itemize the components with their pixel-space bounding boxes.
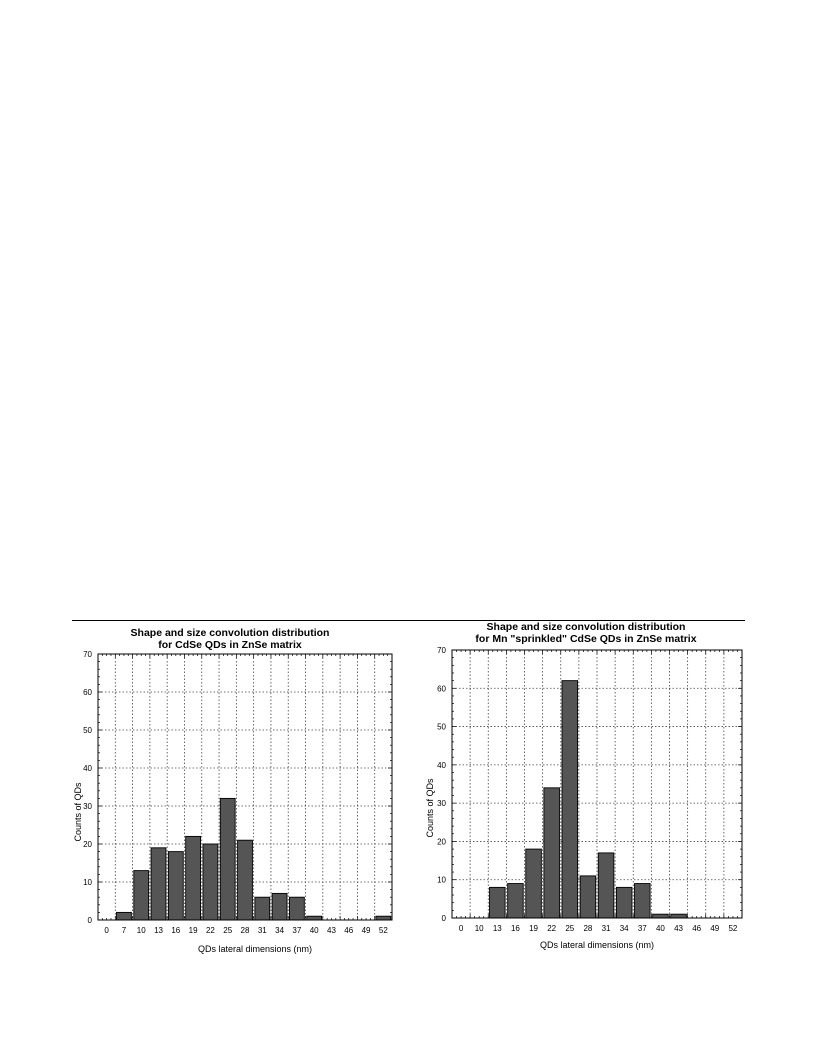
x-tick-label: 52 [728, 924, 737, 933]
chart-title-line1: Shape and size convolution distribution [486, 621, 686, 633]
y-tick-label: 60 [437, 684, 446, 693]
bar [615, 886, 633, 919]
x-tick-label: 34 [620, 924, 629, 933]
bar [167, 851, 184, 921]
bar [237, 839, 253, 921]
y-tick-label: 20 [437, 837, 446, 846]
bar [219, 797, 236, 921]
bar [375, 915, 392, 921]
x-axis-label: QDs lateral dimensions (nm) [197, 944, 313, 954]
bar [507, 883, 524, 919]
bar [634, 883, 651, 919]
x-tick-label: 19 [529, 924, 538, 933]
bar [150, 847, 167, 921]
bar [306, 915, 323, 921]
x-tick-label: 43 [674, 924, 683, 933]
bar [116, 911, 132, 921]
x-tick-label: 16 [511, 924, 520, 933]
top-rule [72, 620, 745, 621]
bar [543, 787, 560, 919]
y-tick-label: 70 [437, 646, 446, 655]
chart-title-line2: for CdSe QDs in ZnSe matrix [158, 639, 302, 651]
bar [597, 852, 615, 919]
bar [489, 886, 506, 919]
bar [185, 835, 202, 921]
x-tick-label: 25 [565, 924, 574, 933]
y-tick-label: 50 [83, 726, 92, 735]
y-tick-label: 20 [83, 840, 92, 849]
x-tick-label: 28 [583, 924, 592, 933]
y-tick-label: 50 [437, 723, 446, 732]
y-tick-label: 60 [83, 688, 92, 697]
y-tick-label: 30 [437, 799, 446, 808]
bar [254, 896, 271, 921]
x-tick-label: 52 [379, 926, 388, 935]
x-tick-label: 13 [154, 926, 163, 935]
x-tick-label: 43 [327, 926, 336, 935]
plot-area: 0 10 20 30 40 50 60 70 0 7 10 13 16 19 22 25 28 31 34 37 40 4… [83, 650, 393, 935]
x-tick-label: 34 [275, 926, 284, 935]
plot-frame [451, 649, 743, 919]
x-tick-label: 46 [344, 926, 353, 935]
bar [271, 892, 288, 921]
histogram-cdse: Shape and size convolution distribution … [60, 622, 400, 962]
chart-title-line1: Shape and size convolution distribution [130, 627, 330, 639]
x-tick-label: 40 [656, 924, 665, 933]
bar [579, 875, 597, 919]
bar [288, 896, 305, 921]
x-tick-label: 22 [547, 924, 556, 933]
bar [133, 870, 150, 921]
x-tick-label: 10 [137, 926, 146, 935]
bar [561, 680, 579, 919]
x-tick-label: 7 [122, 926, 127, 935]
y-tick-label: 10 [83, 878, 92, 887]
x-tick-label: 13 [493, 924, 502, 933]
y-tick-label: 70 [83, 650, 92, 659]
x-tick-label: 37 [638, 924, 647, 933]
bar [670, 913, 687, 919]
y-tick-label: 40 [83, 764, 92, 773]
x-tick-label: 16 [171, 926, 180, 935]
chart-title-line2: for Mn "sprinkled" CdSe QDs in ZnSe matr… [475, 633, 697, 645]
x-tick-label: 10 [475, 924, 484, 933]
y-tick-label: 30 [83, 802, 92, 811]
y-tick-label: 10 [437, 876, 446, 885]
x-tick-label: 31 [258, 926, 267, 935]
x-tick-label: 40 [310, 926, 319, 935]
y-tick-label: 0 [88, 916, 93, 925]
x-tick-label: 28 [241, 926, 250, 935]
y-axis-label: Counts of QDs [425, 778, 435, 838]
x-tick-label: 19 [189, 926, 198, 935]
y-axis-label: Counts of QDs [73, 782, 83, 842]
bar [652, 913, 669, 919]
x-tick-label: 0 [459, 924, 464, 933]
bar [525, 848, 542, 919]
x-tick-label: 31 [602, 924, 611, 933]
bar [202, 843, 219, 921]
y-tick-label: 0 [442, 914, 447, 923]
plot-frame [97, 653, 393, 921]
plot-area: 0 10 20 30 40 50 60 70 0 10 13 16 19 22 25 28 31 34 37 40 43… [437, 646, 743, 933]
x-tick-label: 22 [206, 926, 215, 935]
x-tick-label: 49 [710, 924, 719, 933]
x-tick-label: 0 [104, 926, 109, 935]
x-tick-label: 46 [692, 924, 701, 933]
x-tick-label: 49 [362, 926, 371, 935]
x-axis-label: QDs lateral dimensions (nm) [539, 940, 655, 950]
histogram-mn-cdse: Shape and size convolution distribution … [416, 618, 756, 958]
x-tick-label: 25 [223, 926, 232, 935]
x-tick-label: 37 [292, 926, 301, 935]
y-tick-label: 40 [437, 761, 446, 770]
